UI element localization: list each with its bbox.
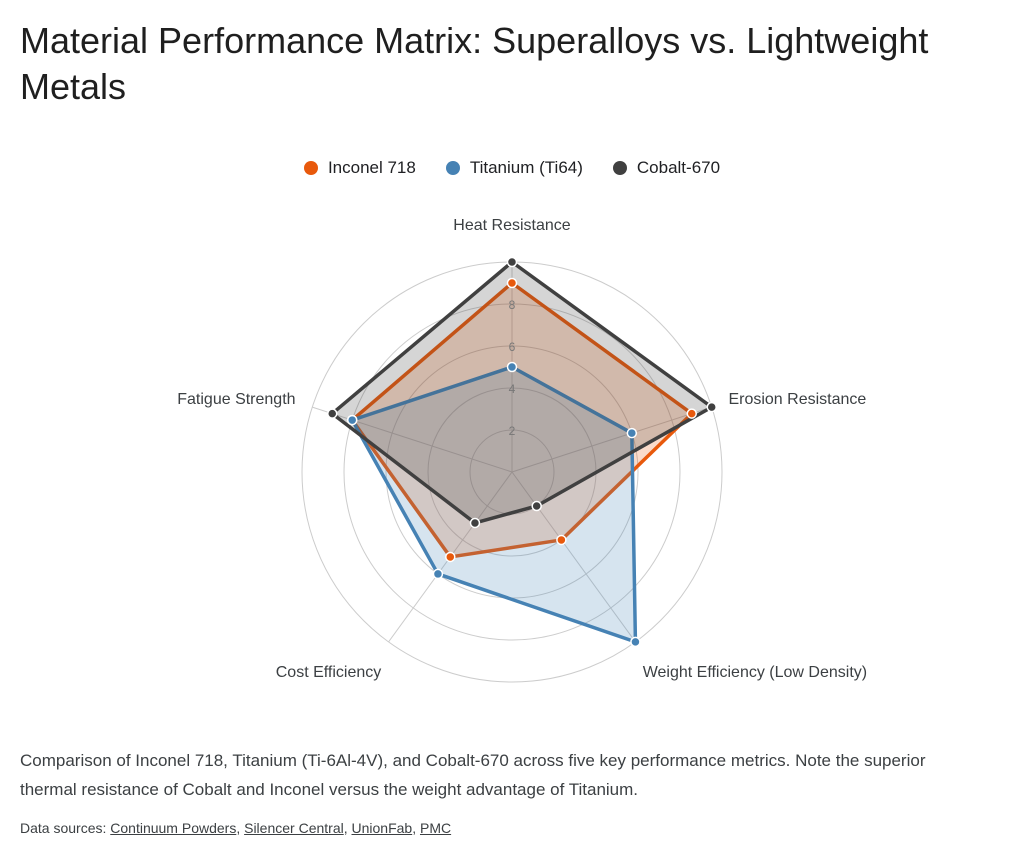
data-point[interactable]: [506, 361, 518, 373]
axis-spoke: [312, 406, 513, 473]
legend-item-inconel[interactable]: Inconel 718: [303, 158, 416, 178]
axis-label: Weight Efficiency (Low Density): [643, 664, 867, 681]
chart-title: Material Performance Matrix: Superalloys…: [20, 20, 929, 107]
axis-spoke: [511, 406, 712, 473]
source-link-continuum-powders[interactable]: Continuum Powders: [110, 820, 237, 836]
data-point[interactable]: [626, 427, 638, 439]
source-link-pmc[interactable]: PMC: [419, 820, 452, 836]
axis-label: Erosion Resistance: [728, 391, 866, 408]
data-point[interactable]: [445, 551, 456, 563]
series-area-2: [330, 260, 714, 525]
sources-prefix: Data sources:: [20, 820, 107, 836]
data-point[interactable]: [686, 408, 697, 419]
data-point[interactable]: [706, 401, 717, 413]
data-point[interactable]: [531, 500, 542, 512]
axis-label: Cost Efficiency: [276, 664, 382, 681]
series-area-1: [350, 365, 638, 644]
legend-swatch-titanium: [445, 161, 460, 175]
legend-label-cobalt: Cobalt-670: [636, 158, 721, 177]
tick-label: 6: [509, 340, 516, 354]
source-link-unionfab[interactable]: UnionFab: [351, 820, 413, 836]
data-sources: Data sources: Continuum Powders, Silence…: [20, 820, 452, 836]
data-point[interactable]: [469, 517, 481, 529]
data-point[interactable]: [506, 256, 518, 268]
legend-item-cobalt[interactable]: Cobalt-670: [612, 158, 721, 178]
legend-label-inconel: Inconel 718: [327, 158, 416, 177]
tick-label: 8: [509, 298, 516, 312]
legend-swatch-cobalt: [612, 161, 627, 175]
data-point[interactable]: [327, 408, 338, 419]
data-point[interactable]: [630, 636, 641, 648]
series-area-0: [350, 281, 694, 559]
legend-label-titanium: Titanium (Ti64): [469, 158, 583, 177]
axis-label: Heat Resistance: [453, 217, 570, 234]
axis-spoke: [511, 471, 636, 643]
tick-label: 4: [509, 382, 516, 396]
legend-swatch-inconel: [303, 161, 318, 175]
data-point[interactable]: [506, 277, 518, 289]
data-point[interactable]: [556, 534, 567, 546]
tick-label: 2: [509, 424, 516, 438]
chart-legend: Inconel 718 Titanium (Ti64) Cobalt-670: [0, 158, 1024, 178]
legend-item-titanium[interactable]: Titanium (Ti64): [445, 158, 583, 178]
axis-label: Fatigue Strength: [177, 391, 295, 408]
data-point[interactable]: [346, 414, 358, 426]
chart-caption: Comparison of Inconel 718, Titanium (Ti-…: [20, 751, 926, 799]
source-link-silencer-central[interactable]: Silencer Central: [244, 820, 344, 836]
data-point[interactable]: [432, 568, 444, 580]
